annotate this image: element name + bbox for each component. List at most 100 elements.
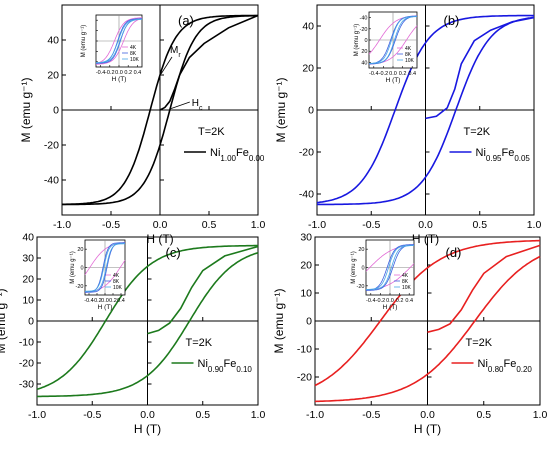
inset-x-tick-label: 0.4 — [405, 298, 413, 304]
x-tick-label: 0.5 — [195, 409, 210, 421]
y-axis-title: M (emu g⁻¹) — [274, 77, 288, 142]
inset-legend-label: 4K — [405, 46, 412, 52]
inset-series-10K-desc — [369, 16, 417, 64]
x-axis-title: H (T) — [146, 232, 173, 246]
inset-y-tick-label: 20 — [77, 247, 83, 253]
inset-y-axis-title: M (emu g⁻¹) — [354, 24, 360, 57]
inset-legend-label: 4K — [402, 273, 409, 279]
chart-panel-b: -1.0 -0.5 0.0 0.5 1.0 -40 -20 0 20 40 H (T) M (emu … — [274, 4, 542, 246]
y-tick-label: 40 — [22, 232, 34, 244]
temperature-label: T=2K — [466, 337, 493, 349]
inset-legend-label: 8K — [405, 52, 412, 58]
x-tick-label: 0.5 — [472, 219, 487, 231]
x-axis-title: H (T) — [414, 422, 441, 436]
loop-ascending-branch — [62, 14, 258, 206]
y-tick-label: 20 — [302, 63, 314, 75]
x-tick-label: -1.0 — [53, 219, 71, 231]
x-tick-label: -0.5 — [83, 409, 101, 421]
inset-x-axis-title: H (T) — [112, 76, 127, 83]
x-tick-label: 0.0 — [420, 409, 435, 421]
loop-ascending-branch — [37, 251, 259, 398]
inset-y-tick-label: 40 — [361, 60, 367, 66]
inset-chart: -0.4 -0.2 0.0 0.2 0.4 40 20 0 -20 -40 H (T) M (emu … — [354, 11, 418, 84]
panel-label: (a) — [178, 13, 194, 28]
y-tick-label: -10 — [19, 337, 34, 349]
y-axis-title: M (emu g⁻¹) — [19, 77, 33, 142]
inset-x-tick-label: -0.4 — [84, 298, 93, 304]
inset-y-axis-title: M (emu g⁻¹) — [81, 25, 87, 58]
inset-y-tick-label: 20 — [361, 49, 367, 55]
y-tick-label: 40 — [47, 35, 59, 47]
inset-legend-label: 10K — [402, 285, 412, 291]
inset-x-tick-label: -0.4 — [96, 70, 105, 76]
mr-arrow — [160, 56, 173, 75]
y-tick-label: 10 — [300, 288, 312, 300]
inset-legend-label: 8K — [130, 51, 137, 57]
chart-panel-d: -1.0 -0.5 0.0 0.5 1.0 -20 -10 0 10 20 30 H (T) M (em… — [272, 232, 547, 437]
x-tick-label: 1.0 — [251, 409, 266, 421]
inset-legend-label: 10K — [113, 285, 123, 291]
inset-x-tick-label: 0.4 — [117, 298, 125, 304]
x-tick-label: 0.5 — [476, 409, 491, 421]
y-tick-label: -40 — [299, 189, 314, 201]
inset-x-tick-label: 0.2 — [109, 298, 117, 304]
inset-x-axis-title: H (T) — [386, 77, 401, 84]
virgin-curve — [427, 244, 541, 333]
x-axis-title: H (T) — [134, 422, 161, 436]
x-tick-label: 1.0 — [533, 409, 548, 421]
y-tick-label: 0 — [53, 105, 59, 117]
inset-y-tick-label: -20 — [360, 27, 368, 33]
y-axis-title: M (emu g⁻¹) — [0, 288, 8, 353]
legend-label: Ni0.95Fe0.05 — [476, 147, 531, 163]
inset-x-tick-label: -0.2 — [376, 298, 385, 304]
y-tick-label: -20 — [19, 358, 34, 370]
inset-x-tick-label: -0.2 — [379, 71, 388, 77]
y-tick-label: 30 — [22, 253, 34, 265]
y-tick-label: 0 — [306, 316, 312, 328]
inset-x-tick-label: 0.0 — [115, 70, 123, 76]
hc-arrow — [169, 101, 190, 110]
inset-x-tick-label: -0.2 — [105, 70, 114, 76]
panel-label: (c) — [166, 245, 181, 260]
inset-x-tick-label: -0.2 — [92, 298, 101, 304]
inset-series-8K-asc — [85, 242, 125, 293]
y-tick-label: 40 — [302, 21, 314, 33]
legend-label: Ni1.00Fe0.00 — [210, 147, 265, 163]
inset-x-axis-title: H (T) — [383, 304, 398, 311]
y-tick-label: -30 — [19, 379, 34, 391]
inset-legend-label: 8K — [113, 279, 120, 285]
inset-y-tick-label: 0 — [361, 266, 364, 272]
inset-x-tick-label: 0.0 — [389, 71, 397, 77]
loop-descending-branch — [316, 14, 534, 204]
inset-x-tick-label: 0.2 — [396, 298, 404, 304]
inset-legend-label: 4K — [113, 273, 120, 279]
legend-label: Ni0.80Fe0.20 — [478, 358, 533, 374]
y-tick-label: 0 — [308, 105, 314, 117]
temperature-label: T=2K — [464, 126, 491, 138]
virgin-curve — [159, 14, 259, 111]
x-tick-label: 0.0 — [418, 219, 433, 231]
x-tick-label: -0.5 — [362, 409, 380, 421]
inset-x-tick-label: 0.4 — [134, 70, 142, 76]
x-tick-label: -1.0 — [306, 409, 324, 421]
inset-y-tick-label: 0 — [364, 38, 367, 44]
inset-legend-label: 10K — [130, 57, 140, 63]
x-tick-label: -0.5 — [362, 219, 380, 231]
inset-x-tick-label: 0.0 — [101, 298, 109, 304]
inset-y-tick-label: -40 — [360, 16, 368, 22]
x-tick-label: -1.0 — [28, 409, 46, 421]
mr-annotation: Mr — [170, 45, 181, 59]
loop-ascending-branch — [317, 16, 535, 206]
inset-y-tick-label: -20 — [76, 284, 84, 290]
x-tick-label: -1.0 — [308, 219, 326, 231]
virgin-curve — [425, 16, 535, 120]
temperature-label: T=2K — [186, 337, 213, 349]
inset-x-tick-label: 0.0 — [386, 298, 394, 304]
inset-x-tick-label: -0.4 — [369, 71, 378, 77]
inset-x-axis-title: H (T) — [98, 304, 113, 311]
x-axis-title: H (T) — [412, 232, 439, 246]
temperature-label: T=2K — [198, 126, 225, 138]
inset-y-tick-label: 20 — [358, 247, 364, 253]
x-tick-label: 1.0 — [527, 219, 542, 231]
